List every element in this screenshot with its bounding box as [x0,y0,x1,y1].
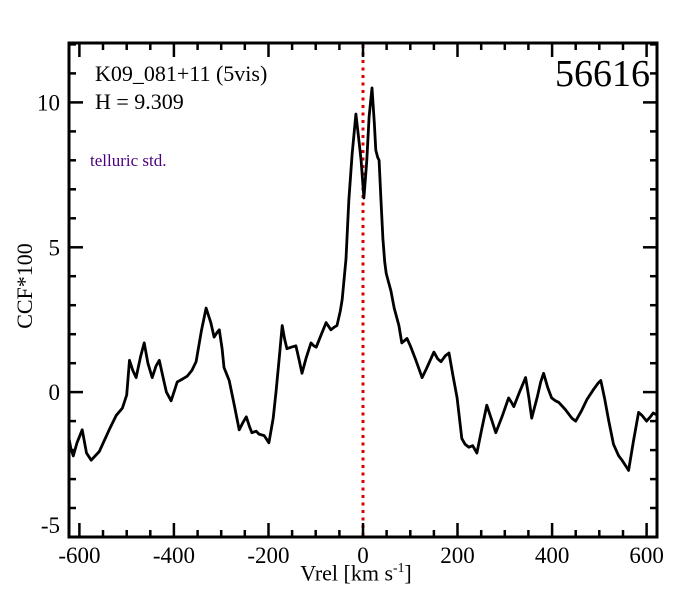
y-tick-label: 0 [49,380,61,405]
x-axis-title-text: Vrel [km s [300,560,394,586]
y-tick-label: -5 [41,513,60,538]
x-tick-label: 400 [535,543,570,568]
y-tick-label: 5 [49,235,61,260]
x-axis-title: Vrel [km s-1] [300,560,411,586]
x-tick-label: -600 [58,543,100,568]
telluric-standard-label: telluric std. [90,151,167,170]
x-tick-label: 200 [440,543,475,568]
y-tick-label: 10 [37,90,60,115]
y-axis-title: CCF*100 [12,243,37,329]
x-tick-label: -200 [247,543,289,568]
axes-box [67,41,659,539]
x-tick-label: -400 [153,543,195,568]
mjd-label: 56616 [555,53,650,95]
x-axis-title-bracket: ] [404,560,412,586]
ccf-curve [67,86,658,472]
x-tick-label: 0 [357,543,369,568]
h-magnitude-label: H = 9.309 [95,89,184,114]
x-tick-label: 600 [629,543,664,568]
x-axis-title-superscript: -1 [393,560,405,575]
field-label: K09_081+11 (5vis) [95,61,268,86]
